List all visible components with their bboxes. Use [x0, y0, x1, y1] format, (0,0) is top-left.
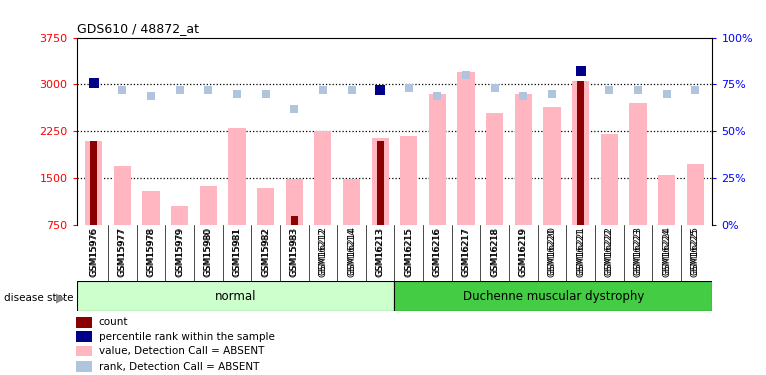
Text: GSM16225: GSM16225: [691, 228, 699, 277]
Point: [345, 87, 358, 93]
Bar: [457, 72, 475, 225]
Text: GSM16220: GSM16220: [548, 228, 557, 277]
Text: GSM16222: GSM16222: [605, 228, 614, 277]
Bar: [142, 190, 159, 225]
Bar: [429, 94, 446, 225]
Point: [403, 85, 415, 91]
Text: GSM15976: GSM15976: [90, 228, 98, 277]
Text: percentile rank within the sample: percentile rank within the sample: [99, 332, 274, 342]
Text: GSM16212: GSM16212: [319, 228, 327, 277]
Bar: [76, 331, 92, 342]
Text: GSM16215: GSM16215: [404, 228, 414, 277]
Point: [574, 68, 587, 74]
Text: rank, Detection Call = ABSENT: rank, Detection Call = ABSENT: [99, 362, 259, 372]
Point: [174, 87, 186, 93]
Text: GSM16219: GSM16219: [519, 228, 528, 277]
Bar: [76, 361, 92, 372]
Point: [460, 72, 472, 78]
Bar: [486, 112, 503, 225]
Text: GSM16223: GSM16223: [633, 228, 643, 277]
Bar: [658, 175, 675, 225]
Point: [317, 87, 329, 93]
Point: [260, 91, 272, 97]
Bar: [630, 103, 647, 225]
Point: [660, 91, 673, 97]
Text: GSM16217: GSM16217: [462, 228, 470, 277]
Point: [632, 87, 644, 93]
Bar: [515, 94, 532, 225]
Bar: [400, 136, 417, 225]
Bar: [577, 81, 584, 225]
Bar: [343, 179, 360, 225]
Bar: [76, 317, 92, 328]
Bar: [257, 188, 274, 225]
Bar: [90, 141, 97, 225]
Bar: [77, 281, 394, 311]
Point: [288, 106, 300, 112]
Bar: [290, 216, 298, 225]
Bar: [314, 131, 332, 225]
Text: GSM16221: GSM16221: [576, 228, 585, 277]
Text: GSM15979: GSM15979: [175, 228, 184, 277]
Bar: [372, 138, 389, 225]
Point: [231, 91, 243, 97]
Point: [517, 93, 529, 99]
Text: GSM15982: GSM15982: [261, 228, 270, 277]
Bar: [228, 128, 246, 225]
Text: GSM15977: GSM15977: [118, 228, 127, 277]
Point: [689, 87, 702, 93]
Text: Duchenne muscular dystrophy: Duchenne muscular dystrophy: [463, 290, 644, 303]
Text: GSM15981: GSM15981: [232, 228, 241, 277]
Text: disease state: disease state: [4, 293, 74, 303]
Text: ▶: ▶: [55, 292, 65, 304]
Bar: [114, 166, 131, 225]
Bar: [572, 81, 589, 225]
Point: [145, 93, 157, 99]
Bar: [286, 179, 303, 225]
Text: GSM16214: GSM16214: [347, 228, 356, 277]
Text: GSM16224: GSM16224: [662, 228, 671, 277]
Bar: [394, 281, 712, 311]
Text: value, Detection Call = ABSENT: value, Detection Call = ABSENT: [99, 346, 264, 356]
Point: [546, 91, 558, 97]
Point: [202, 87, 214, 93]
Bar: [85, 141, 103, 225]
Bar: [76, 346, 92, 356]
Point: [87, 80, 100, 86]
Point: [603, 87, 615, 93]
Text: GSM16216: GSM16216: [433, 228, 442, 277]
Text: count: count: [99, 317, 128, 327]
Point: [116, 87, 129, 93]
Bar: [171, 206, 188, 225]
Bar: [377, 141, 384, 225]
Text: GDS610 / 48872_at: GDS610 / 48872_at: [77, 22, 198, 35]
Text: GSM15978: GSM15978: [146, 228, 155, 277]
Text: GSM15980: GSM15980: [204, 228, 213, 277]
Bar: [686, 164, 704, 225]
Text: GSM15983: GSM15983: [290, 228, 299, 277]
Text: normal: normal: [214, 290, 257, 303]
Text: GSM16218: GSM16218: [490, 228, 499, 277]
Bar: [601, 134, 618, 225]
Bar: [200, 186, 217, 225]
Point: [374, 87, 386, 93]
Text: GSM16213: GSM16213: [375, 228, 385, 277]
Point: [489, 85, 501, 91]
Point: [431, 93, 444, 99]
Bar: [543, 107, 561, 225]
